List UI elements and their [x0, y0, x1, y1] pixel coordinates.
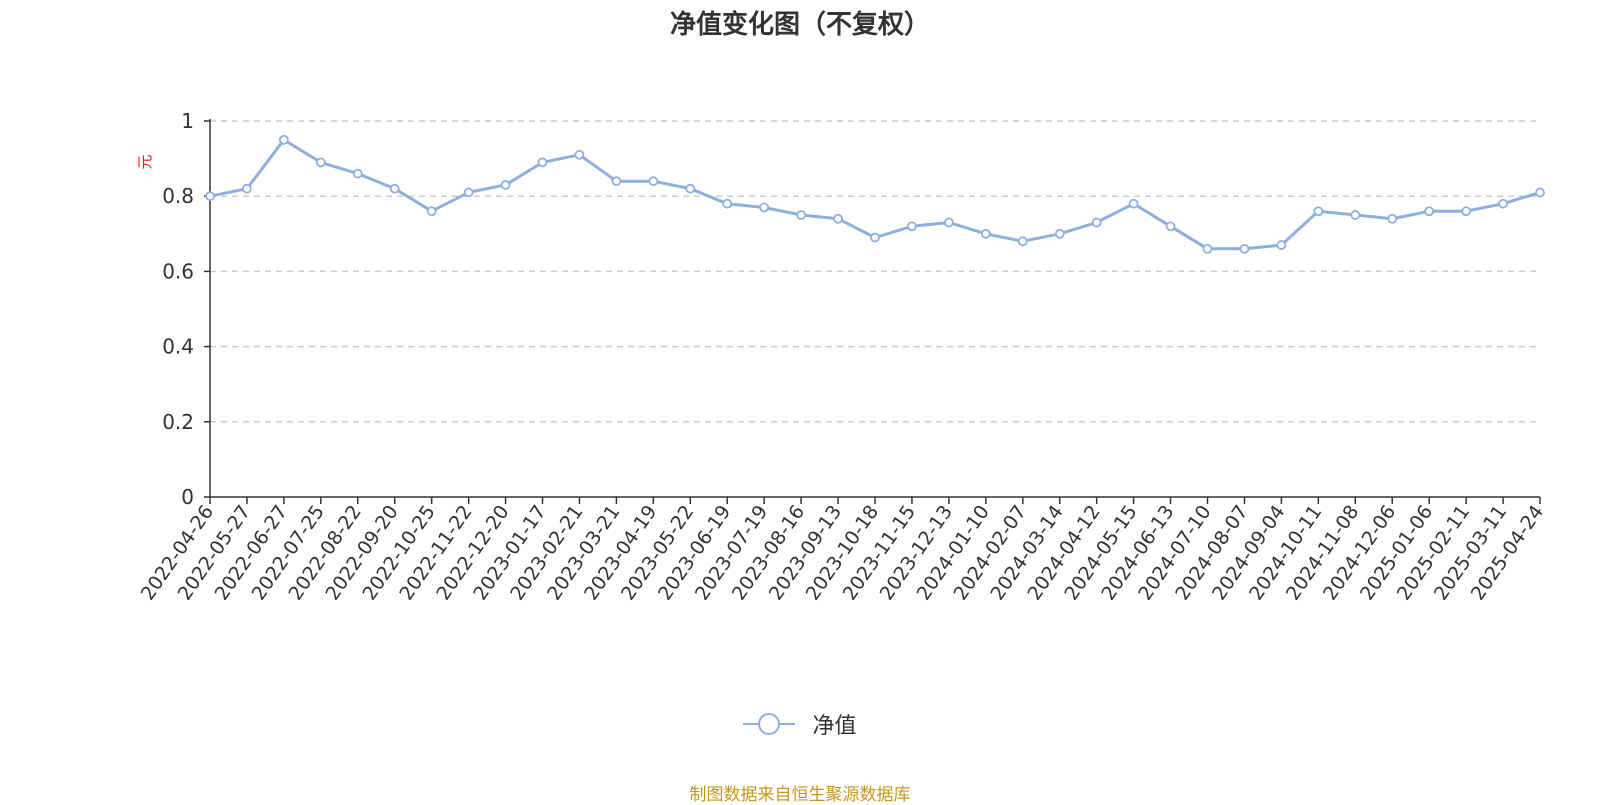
data-point[interactable]	[1091, 217, 1102, 228]
data-point[interactable]	[759, 202, 770, 213]
axes	[204, 119, 1541, 504]
data-point[interactable]	[1202, 243, 1213, 254]
data-point[interactable]	[1239, 243, 1250, 254]
data-point[interactable]	[648, 176, 659, 187]
y-tick-label: 0.8	[162, 184, 194, 208]
data-point[interactable]	[1128, 198, 1139, 209]
data-point[interactable]	[389, 183, 400, 194]
data-point[interactable]	[833, 213, 843, 224]
data-point[interactable]	[1350, 210, 1361, 220]
source-note: 制图数据来自恒生聚源数据库	[689, 785, 911, 805]
data-point[interactable]	[1276, 240, 1287, 250]
x-tick-labels: 2022-04-262022-05-272022-06-272022-07-25…	[137, 501, 1548, 604]
data-point[interactable]	[537, 157, 548, 168]
data-point[interactable]	[1535, 187, 1545, 198]
data-point[interactable]	[352, 168, 363, 179]
data-point[interactable]	[1461, 206, 1472, 217]
y-tick-label: 1	[181, 109, 194, 133]
data-point[interactable]	[1054, 228, 1065, 239]
data-point[interactable]	[980, 228, 991, 239]
data-point[interactable]	[907, 221, 917, 232]
data-point[interactable]	[870, 232, 880, 243]
legend-line-circle-icon	[743, 713, 796, 735]
data-point[interactable]	[242, 183, 252, 194]
y-axis-unit: 元	[136, 154, 154, 169]
data-point[interactable]	[611, 176, 622, 187]
series-line	[209, 138, 1541, 251]
data-point[interactable]	[500, 180, 511, 190]
y-tick-label: 0	[181, 485, 194, 509]
data-point[interactable]	[1387, 213, 1398, 224]
data-point[interactable]	[1424, 206, 1435, 217]
chart-title: 净值变化图（不复权）	[669, 10, 930, 40]
data-point[interactable]	[1313, 206, 1324, 217]
data-point[interactable]	[574, 149, 585, 160]
legend[interactable]: 净值	[0, 708, 1600, 740]
y-tick-label: 0.4	[162, 335, 194, 359]
y-tick-label: 0.2	[162, 410, 194, 434]
y-tick-label: 0.6	[162, 259, 194, 283]
grid-lines	[210, 120, 1540, 423]
legend-label: 净值	[812, 714, 857, 739]
data-point[interactable]	[278, 134, 289, 145]
data-point[interactable]	[722, 198, 733, 209]
y-tick-labels: 0 0.2 0.4 0.6 0.8 1	[162, 109, 194, 509]
data-point[interactable]	[315, 157, 326, 168]
data-point[interactable]	[1498, 198, 1508, 209]
data-point[interactable]	[943, 217, 954, 228]
series-markers	[205, 134, 1545, 254]
data-point[interactable]	[1165, 221, 1176, 232]
series-layer	[209, 138, 1541, 251]
data-point[interactable]	[463, 187, 474, 198]
data-point[interactable]	[685, 183, 696, 194]
data-point[interactable]	[205, 191, 215, 202]
data-point[interactable]	[1017, 236, 1028, 247]
data-point[interactable]	[796, 210, 807, 220]
data-point[interactable]	[426, 206, 437, 217]
